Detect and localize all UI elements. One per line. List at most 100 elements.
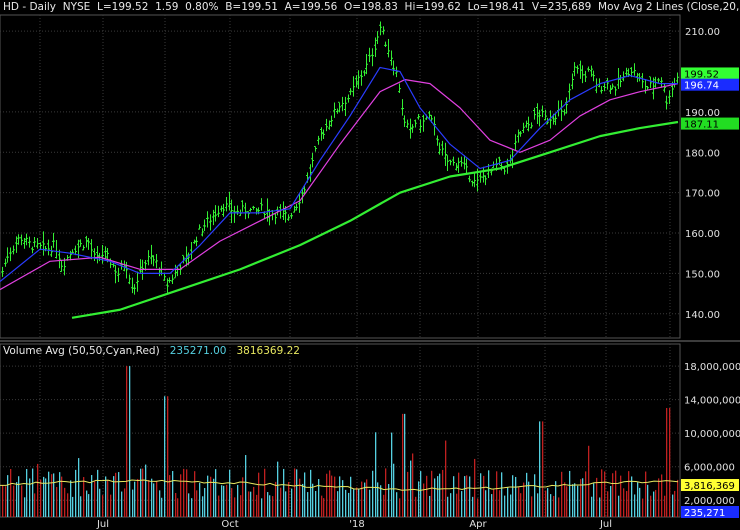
volume-bar [258, 472, 260, 517]
volume-bar [348, 492, 350, 517]
price-bar [201, 228, 204, 237]
volume-bar [637, 482, 639, 517]
volume-bar [353, 489, 355, 517]
price-bar [625, 67, 628, 76]
volume-y-tick-label: 18,000,000 [684, 362, 740, 373]
volume-bar [526, 472, 528, 517]
ask: A=199.56 [284, 1, 338, 13]
volume-bar [620, 475, 622, 517]
volume-bar [607, 491, 609, 517]
price-bar [611, 83, 614, 90]
price-bar [544, 109, 547, 121]
volume-bar [256, 494, 258, 517]
price-bar [414, 119, 417, 128]
volume-bar [207, 475, 209, 517]
price-bar [17, 234, 20, 245]
volume-bar [169, 475, 171, 517]
volume-bar [242, 477, 244, 517]
price-bar [274, 213, 277, 225]
volume-bar [647, 484, 649, 517]
price-bar [592, 70, 595, 82]
price-bar [517, 129, 520, 143]
price-bar [603, 83, 606, 92]
price-bar [614, 86, 617, 96]
volume-bar [377, 482, 379, 517]
volume-bar [566, 486, 568, 517]
volume-bar [153, 483, 155, 517]
price-bar [93, 248, 96, 261]
price-bar [609, 85, 612, 95]
volume-bar [350, 476, 352, 517]
volume-bar [129, 366, 131, 517]
price-bar [446, 154, 449, 172]
volume-bar [612, 473, 614, 517]
price-bar [333, 102, 336, 118]
price-bar [168, 277, 171, 283]
volume-bar [105, 476, 107, 517]
price-bar [525, 120, 528, 128]
volume-bar [628, 471, 630, 517]
volume-bar [510, 494, 512, 517]
price-bar [303, 185, 306, 195]
change: 1.59 [155, 1, 179, 13]
x-tick-label: '18 [349, 519, 364, 530]
volume-bar [485, 490, 487, 517]
price-bar [527, 116, 530, 132]
volume-bar [64, 487, 66, 517]
volume-bar [32, 468, 34, 517]
volume-bar [75, 469, 77, 517]
ma20-tag-label: 196.74 [684, 81, 719, 92]
volume-bar [358, 489, 360, 517]
x-tick-label: Apr [469, 519, 487, 530]
volume-bar [391, 432, 393, 517]
price-bar [417, 113, 420, 120]
price-bar [101, 245, 104, 264]
volume-bar [78, 458, 80, 517]
volume-y-tick-label: 14,000,000 [684, 396, 740, 407]
volume-bar [464, 476, 466, 517]
price-bar [287, 214, 290, 221]
volume-avg-tag [681, 478, 739, 491]
price-bar [484, 175, 487, 186]
volume-bar [13, 485, 15, 517]
y-tick-label: 210.00 [685, 27, 720, 38]
volume-bar [488, 470, 490, 517]
price-bar [128, 274, 131, 285]
price-bar [330, 115, 333, 127]
volume-bar [115, 472, 117, 517]
volume-bar [574, 483, 576, 517]
price-bar [441, 140, 444, 156]
volume-bar [18, 476, 20, 517]
volume-bar [269, 495, 271, 517]
volume-bar [177, 498, 179, 517]
volume-last-tag [681, 506, 739, 518]
price-bar [363, 70, 366, 77]
price-bar [419, 119, 422, 133]
last-price-tag-label: 199.52 [684, 69, 719, 80]
price-bar [533, 107, 536, 120]
volume-bars [2, 366, 679, 517]
volume-bar [159, 490, 161, 517]
volume-bar [420, 471, 422, 517]
ma200-line [71, 120, 679, 319]
volume-bar [439, 473, 441, 517]
price-bar [33, 236, 36, 248]
volume-bar [483, 475, 485, 517]
price-bar [282, 201, 285, 220]
volume-bar [245, 455, 247, 517]
volume-bar [91, 475, 93, 517]
price-bar [541, 105, 544, 118]
price-bar [309, 164, 312, 182]
volume-bar [588, 445, 590, 517]
price-bar [344, 96, 347, 117]
volume-bar [40, 479, 42, 517]
volume-header: Volume Avg (50,50,Cyan,Red) 235271.00 38… [3, 345, 300, 357]
volume-bar [364, 482, 366, 517]
volume-bar [634, 494, 636, 517]
price-bar [260, 198, 263, 211]
volume-bar [531, 496, 533, 517]
ma20-line [0, 66, 678, 282]
price-bar [338, 101, 341, 113]
volume-bar [145, 464, 147, 517]
price-bar [20, 234, 23, 246]
